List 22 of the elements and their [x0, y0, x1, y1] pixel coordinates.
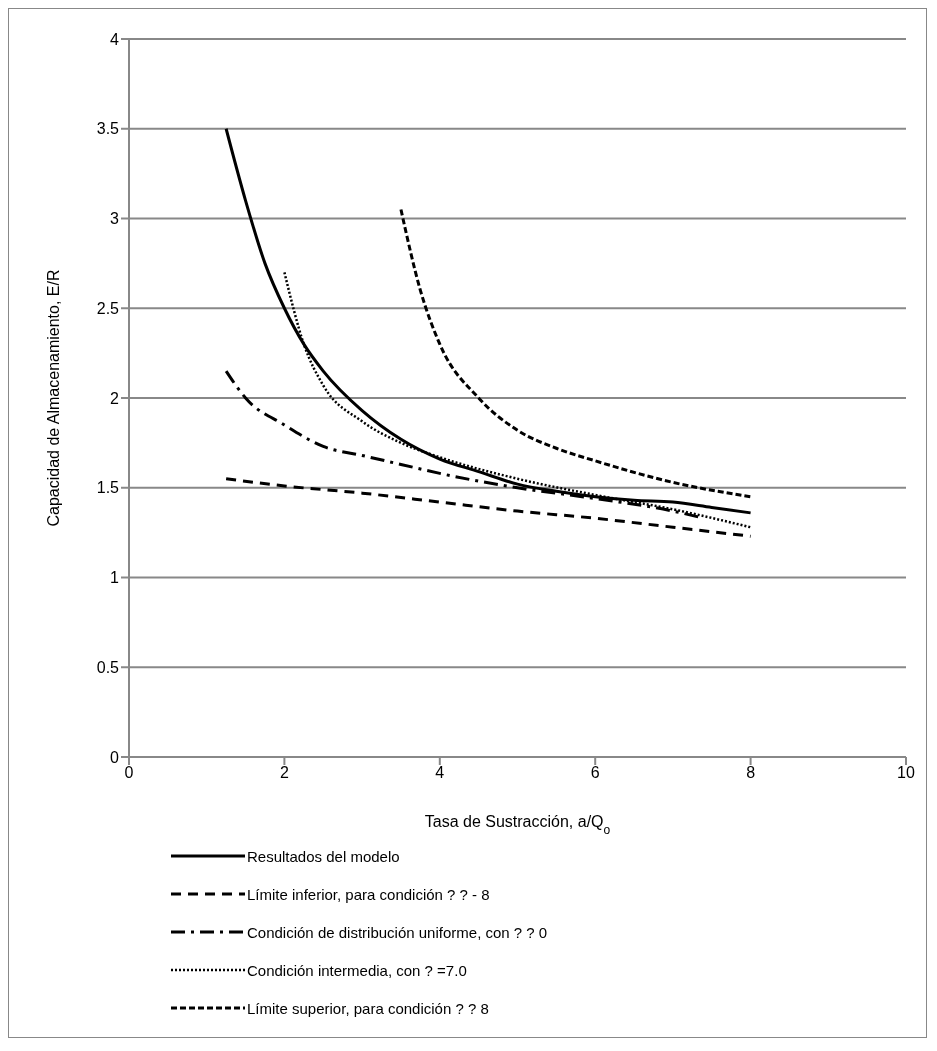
y-tick-label: 2	[110, 389, 120, 407]
y-tick-label: 0	[110, 748, 120, 766]
x-tick-label: 6	[590, 764, 600, 782]
legend-label: Resultados del modelo	[247, 847, 400, 865]
x-tick-label: 10	[897, 764, 915, 782]
x-tick-label: 0	[124, 764, 134, 782]
x-tick-label: 4	[435, 764, 445, 782]
y-tick-label: 4	[110, 30, 120, 48]
legend-label: Condición intermedia, con ? =7.0	[247, 961, 467, 979]
y-tick-label: 3.5	[96, 120, 120, 138]
x-axis-title: Tasa de Sustracción, a/Q$_{o}$	[424, 813, 611, 837]
x-tick-label: 8	[746, 764, 756, 782]
legend-label: Condición de distribución uniforme, con ? ? 0	[247, 923, 548, 941]
y-tick-label: 2.5	[96, 299, 120, 317]
y-tick-label: 1.5	[96, 479, 120, 497]
legend-label: Límite inferior, para condición ? ? - 8	[247, 885, 490, 903]
y-tick-label: 0.5	[96, 658, 120, 676]
legend-label: Límite superior, para condición ? ? 8	[247, 999, 489, 1017]
y-tick-label: 1	[110, 569, 120, 587]
y-tick-label: 3	[110, 210, 120, 228]
y-axis-title: Capacidad de Almacenamiento, E/R	[45, 269, 62, 527]
x-tick-label: 2	[279, 764, 289, 782]
